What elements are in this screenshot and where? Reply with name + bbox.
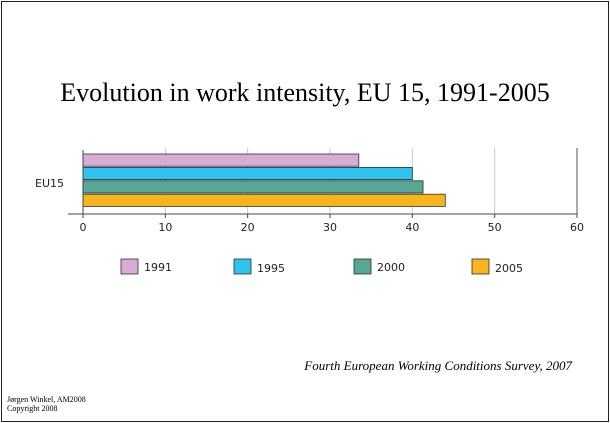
bar-1995	[82, 166, 413, 180]
legend-label-2005: 2005	[495, 262, 523, 275]
x-tick-label: 30	[323, 221, 337, 234]
legend-label-1991: 1991	[144, 261, 172, 274]
footer-author: Jørgen Winkel, AM2008	[7, 395, 86, 404]
x-axis: 0 10 20 30 40 50 60	[68, 150, 584, 234]
footer-copyright: Copyright 2008	[7, 404, 58, 413]
x-tick-label: 50	[488, 221, 502, 234]
x-tick-label: 40	[405, 221, 419, 234]
legend-swatch-1991	[120, 258, 139, 275]
slide-title: Evolution in work intensity, EU 15, 1991…	[60, 78, 550, 107]
x-tick-label: 20	[241, 221, 255, 234]
category-labels: EU15	[35, 177, 64, 190]
legend-swatch-2005	[471, 258, 490, 275]
x-tick-label: 60	[570, 221, 584, 234]
x-tick-label: 10	[158, 221, 172, 234]
legend-swatch-1995	[233, 258, 252, 275]
legend: 1991 1995 2000 2005	[120, 258, 523, 275]
footer: Jørgen Winkel, AM2008 Copyright 2008	[7, 395, 86, 413]
bar-2000	[82, 180, 424, 194]
legend-label-2000: 2000	[377, 261, 405, 274]
bar-1991	[82, 153, 360, 167]
bars	[82, 153, 446, 207]
legend-label-1995: 1995	[257, 262, 285, 275]
bar-2005	[82, 193, 446, 207]
category-label: EU15	[35, 177, 64, 190]
x-tick-label: 0	[80, 221, 87, 234]
legend-swatch-2000	[353, 258, 372, 275]
source-citation: Fourth European Working Conditions Surve…	[304, 358, 572, 373]
